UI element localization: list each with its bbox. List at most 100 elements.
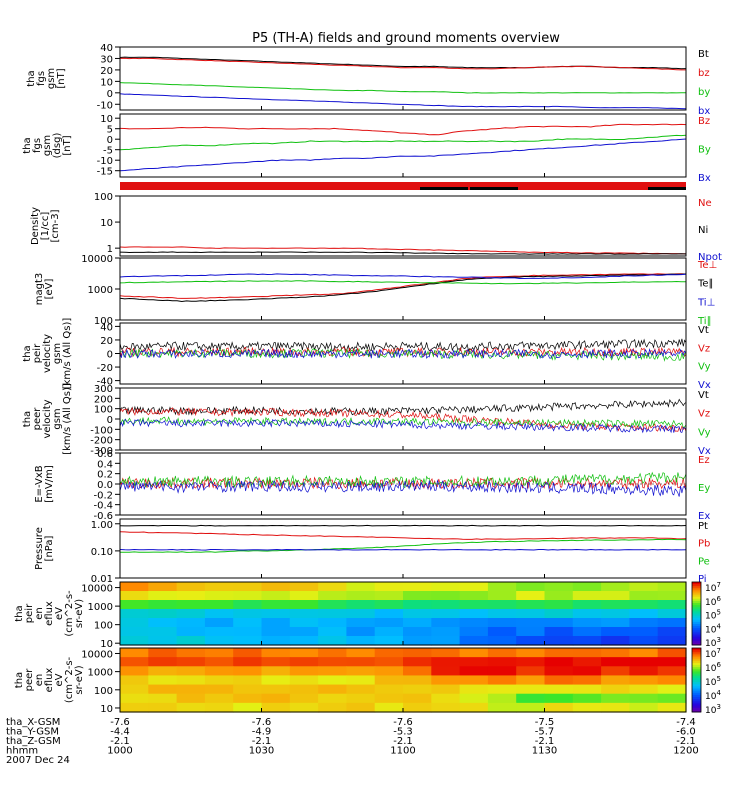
heatmap-cell (289, 693, 319, 704)
y-tick-label: -0.6 (93, 511, 113, 522)
colorbar-tick-label: 106 (705, 661, 721, 674)
heatmap-cell (346, 609, 376, 619)
legend-label: Pb (698, 539, 710, 550)
heatmap-cell (629, 648, 659, 658)
colorbar-swatch (692, 690, 701, 694)
time-axis-value: 1130 (532, 746, 557, 757)
time-axis-value: -2.1 (393, 736, 413, 747)
heatmap-cell (403, 618, 432, 628)
y-tick-label: 100 (94, 316, 113, 327)
y-axis-label: [nT] (62, 135, 73, 155)
heatmap-cell (544, 627, 574, 637)
heatmap-cell (516, 600, 546, 610)
heatmap-cell (657, 591, 687, 601)
heatmap-cell (120, 609, 149, 619)
colorbar-swatch (692, 701, 701, 704)
heatmap-cell (233, 582, 263, 592)
heatmap-cell (572, 636, 602, 646)
series-line-Ex (119, 479, 687, 497)
y-axis-label: sr-eV) (74, 599, 85, 628)
heatmap-cell (148, 636, 178, 646)
y-tick-label: 1000 (88, 285, 113, 296)
colorbar-swatch (692, 624, 701, 627)
y-axis-label: (dsg) (52, 133, 63, 159)
heatmap-cell (629, 600, 659, 610)
y-tick-label: 200 (94, 394, 113, 405)
colorbar-swatch (692, 632, 701, 635)
heatmap-cell (261, 648, 291, 658)
time-axis-value: -7.6 (110, 717, 130, 728)
panel-5: 40 20 0 -20 -40 Vt Vz Vy Vx tha peir velocity gsm [km… (22, 318, 711, 391)
y-axis-label: gsm (52, 343, 63, 364)
colorbar-tick-label: 107 (705, 581, 721, 594)
y-tick-label: 0.6 (97, 449, 113, 460)
time-axis-value: -2.1 (676, 736, 696, 747)
heatmap-cell (657, 582, 687, 592)
heatmap-cell (431, 657, 461, 667)
colorbar-swatch (692, 707, 701, 711)
y-axis-label: [1/cc] (40, 212, 51, 241)
heatmap-cell (289, 666, 319, 677)
legend-label: by (698, 87, 710, 98)
y-tick-label: 0.0 (97, 480, 113, 491)
heatmap-cell (516, 627, 546, 637)
y-axis-label: fgs (36, 71, 47, 86)
panel-3: 100 10 1 Ne Ni Npot Density [1/cc] [cm-3] (30, 192, 722, 263)
colorbar-swatch (692, 660, 701, 664)
heatmap-cell (261, 702, 291, 713)
time-axis-value: -7.6 (252, 717, 272, 728)
heatmap-cell (148, 591, 178, 601)
legend-label: Vy (698, 427, 711, 438)
series-line-Te∥ (119, 273, 687, 303)
series-line-Ti∥ (119, 280, 687, 285)
colorbar-swatch (692, 609, 701, 612)
colorbar-swatch (692, 582, 701, 585)
y-tick-label: 0.10 (91, 547, 113, 558)
heatmap-cell (374, 600, 404, 610)
heatmap-cell (261, 600, 291, 610)
heatmap-cell (346, 666, 376, 677)
legend-label: Pt (698, 521, 708, 532)
colorbar-swatch (692, 634, 701, 638)
colorbar-tick-label: 106 (705, 595, 721, 608)
y-axis-label: gsm (46, 68, 57, 89)
panel-4: 10000 1000 100 Te⊥ Te∥ Ti⊥ Ti∥ magt3 [eV] (34, 254, 717, 327)
heatmap-cell (148, 657, 178, 667)
heatmap-cell (346, 582, 376, 592)
colorbar-swatch (692, 621, 701, 625)
heatmap-cell (516, 618, 546, 628)
heatmap-cell (289, 657, 319, 667)
heatmap-cell (459, 684, 489, 695)
heatmap-cell (629, 675, 659, 686)
colorbar-tick-label: 103 (705, 703, 721, 716)
heatmap-cell (459, 657, 489, 667)
series-line-Vt (119, 398, 687, 416)
colorbar-swatch (692, 671, 701, 675)
heatmap-cell (459, 693, 489, 704)
heatmap-cell (544, 591, 574, 601)
colorbar-tick-label: 105 (705, 609, 721, 622)
heatmap-cell (657, 675, 687, 686)
colorbar-swatch (692, 677, 701, 681)
heatmap-cell (403, 684, 432, 695)
heatmap-cell (601, 600, 630, 610)
heatmap-cell (318, 657, 347, 667)
heatmap-cell (657, 609, 687, 619)
heatmap-cell (403, 627, 432, 637)
y-tick-label: 1000 (88, 602, 113, 613)
colorbar-swatch (692, 684, 701, 687)
heatmap-cell (148, 627, 178, 637)
panel-frame (119, 518, 687, 579)
y-axis-label: velocity (42, 334, 53, 373)
heatmap-cell (120, 684, 149, 695)
y-tick-label: 300 (94, 384, 113, 395)
colorbar-swatch (692, 636, 701, 640)
y-tick-label: 30 (100, 54, 113, 65)
colorbar-swatch (692, 598, 701, 602)
heatmap-cell (601, 684, 630, 695)
heatmap-cell (601, 648, 630, 658)
heatmap-cell (148, 693, 178, 704)
panel-frame (119, 46, 687, 111)
heatmap-cell (601, 582, 630, 592)
